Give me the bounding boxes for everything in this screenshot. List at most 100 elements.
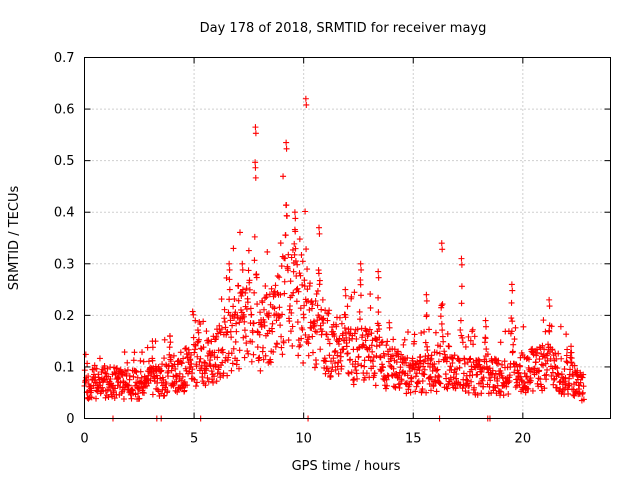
data-point xyxy=(267,356,274,363)
data-point xyxy=(223,329,230,336)
data-point xyxy=(458,283,465,290)
data-point xyxy=(417,353,424,360)
data-point xyxy=(449,360,456,367)
data-point xyxy=(213,333,220,340)
data-point xyxy=(579,374,586,381)
data-point xyxy=(395,348,402,355)
data-point xyxy=(396,384,403,391)
data-point xyxy=(192,383,199,390)
data-point xyxy=(167,339,174,346)
data-point xyxy=(342,314,349,321)
data-point xyxy=(228,350,235,357)
data-point xyxy=(292,258,299,265)
data-point xyxy=(309,333,316,340)
data-point xyxy=(307,319,314,326)
data-point xyxy=(298,335,305,342)
data-point xyxy=(375,268,382,275)
data-point xyxy=(294,285,301,292)
data-point xyxy=(508,281,515,288)
data-point xyxy=(121,349,128,356)
data-point xyxy=(248,311,255,318)
data-point xyxy=(371,370,378,377)
data-point xyxy=(358,266,365,273)
data-point xyxy=(217,362,224,369)
data-point xyxy=(350,377,357,384)
data-point xyxy=(210,333,217,340)
data-point xyxy=(341,325,348,332)
data-point xyxy=(174,389,181,396)
data-point xyxy=(262,352,269,359)
data-point xyxy=(313,360,320,367)
data-point xyxy=(286,318,293,325)
data-point xyxy=(294,319,301,326)
data-point xyxy=(82,351,89,358)
data-point xyxy=(229,360,236,367)
data-point xyxy=(380,364,387,371)
data-point xyxy=(544,366,551,373)
data-point xyxy=(96,355,103,362)
data-point xyxy=(539,342,546,349)
data-point xyxy=(125,382,132,389)
data-point xyxy=(188,352,195,358)
data-point xyxy=(314,317,321,324)
data-point xyxy=(346,337,353,344)
data-point xyxy=(318,331,325,338)
data-point xyxy=(351,330,358,337)
data-point xyxy=(361,363,368,370)
data-point xyxy=(562,381,569,388)
data-point xyxy=(546,296,553,303)
data-point xyxy=(316,224,323,231)
data-point xyxy=(523,373,530,380)
data-point xyxy=(412,373,419,380)
data-point xyxy=(189,366,196,373)
data-point xyxy=(276,304,283,311)
data-point xyxy=(211,373,218,380)
data-point xyxy=(281,290,288,297)
data-point xyxy=(280,173,287,180)
data-point xyxy=(210,379,217,386)
data-point xyxy=(344,303,351,310)
data-point xyxy=(313,329,320,336)
data-point xyxy=(245,350,252,357)
data-point xyxy=(469,326,476,333)
data-point xyxy=(346,330,353,337)
data-point xyxy=(375,274,382,281)
data-point xyxy=(550,376,557,383)
data-point xyxy=(128,395,135,402)
data-point xyxy=(390,365,397,372)
data-point xyxy=(297,305,304,312)
data-point xyxy=(234,357,241,364)
data-point xyxy=(248,358,255,365)
data-point xyxy=(333,336,340,343)
data-point xyxy=(304,266,311,273)
data-point xyxy=(433,349,440,356)
data-point xyxy=(436,350,443,357)
data-point xyxy=(538,361,545,368)
data-point xyxy=(113,365,120,372)
data-point xyxy=(534,349,541,356)
data-point xyxy=(251,257,258,264)
data-point xyxy=(521,370,528,377)
data-point xyxy=(527,377,534,384)
data-point xyxy=(278,333,285,340)
data-point xyxy=(522,389,529,396)
data-point xyxy=(310,323,317,330)
data-point xyxy=(101,362,108,369)
y-tick-label: 0.7 xyxy=(54,51,75,66)
data-point xyxy=(159,361,166,368)
data-point xyxy=(368,330,375,337)
data-point xyxy=(545,341,552,348)
data-point xyxy=(286,302,293,309)
data-point xyxy=(566,382,573,389)
data-point xyxy=(431,360,438,367)
data-point xyxy=(428,387,435,394)
data-point xyxy=(549,346,556,353)
data-point xyxy=(292,228,299,235)
data-point xyxy=(384,338,391,345)
data-point xyxy=(464,377,471,384)
data-point xyxy=(344,350,351,357)
data-point xyxy=(298,251,305,258)
data-point xyxy=(544,357,551,364)
data-point xyxy=(580,371,587,378)
data-point xyxy=(124,366,131,373)
